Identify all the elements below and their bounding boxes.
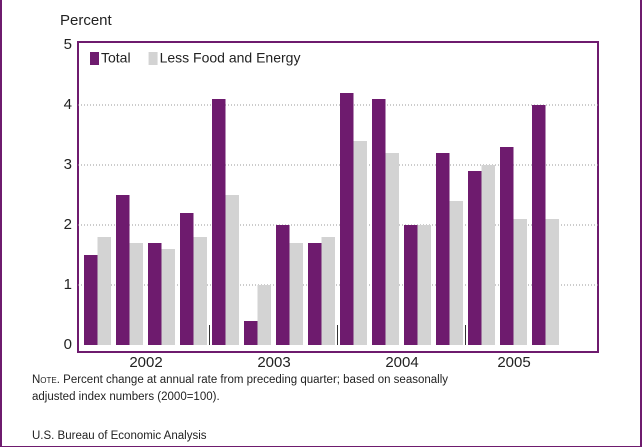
bar [385,153,399,345]
bar [404,225,418,345]
bar [449,201,463,345]
bar [417,225,431,345]
y-tick-label: 5 [64,36,72,53]
y-tick-label: 1 [64,276,72,293]
y-tick-label: 2 [64,216,72,233]
y-tick-label: 4 [64,96,72,113]
legend-swatch [90,52,99,65]
bar [481,165,495,345]
bar [180,213,194,345]
bar [276,225,290,345]
bar [257,285,271,345]
bar [532,105,546,345]
bar [353,141,367,345]
bar [321,237,335,345]
bar [161,249,175,345]
legend-swatch [148,52,158,65]
y-tick-label: 0 [64,336,72,353]
source: U.S. Bureau of Economic Analysis [32,430,207,442]
x-group-label: 2004 [385,354,418,371]
legend-label: Less Food and Energy [160,50,301,66]
plot-frame [77,41,599,353]
x-group-label: 2005 [497,354,530,371]
x-group-label: 2002 [129,354,162,371]
bar [340,93,354,345]
bar [513,219,527,345]
bar [193,237,207,345]
bar [468,171,482,345]
bar [436,153,450,345]
bar [97,237,111,345]
bar [148,243,162,345]
note-body: Percent change at annual rate from prece… [32,374,449,403]
bar [308,243,322,345]
bar [244,321,258,345]
bar [545,219,559,345]
bar [84,255,98,345]
note-box: Note. Percent change at annual rate from… [32,372,462,406]
note-text: Note. Percent change at annual rate from… [32,372,462,406]
bar [289,243,303,345]
bar [500,147,514,345]
x-group-label: 2003 [257,354,290,371]
legend-label: Total [101,50,131,66]
note-label: Note. [32,374,60,386]
bar [116,195,130,345]
y-axis-label: Percent [60,12,113,29]
bar [372,99,386,345]
bar [225,195,239,345]
y-tick-label: 3 [64,156,72,173]
bar [212,99,226,345]
bar [129,243,143,345]
